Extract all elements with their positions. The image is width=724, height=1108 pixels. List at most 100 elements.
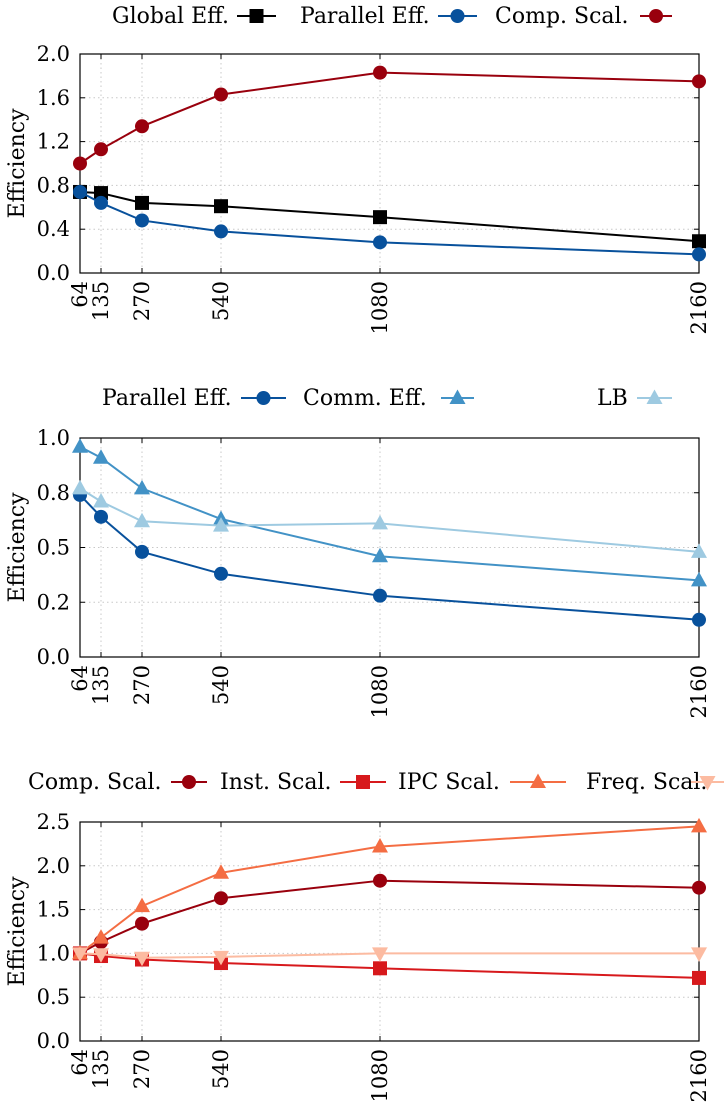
data-point (373, 961, 387, 976)
data-point (692, 74, 706, 89)
data-point (134, 951, 150, 967)
legend-marker (530, 773, 546, 788)
data-point (135, 213, 149, 228)
y-tick-label: 0.0 (37, 1029, 70, 1053)
data-point (94, 186, 108, 201)
series-comm-eff (72, 438, 707, 587)
data-point (94, 195, 108, 210)
legend-label: IPC Scal. (398, 770, 500, 795)
x-tick-label: 2160 (687, 281, 711, 334)
legend-label: Parallel Eff. (300, 4, 430, 29)
series-ipc-scal (72, 817, 707, 960)
legend-marker (449, 389, 466, 404)
plot-frame (79, 53, 700, 274)
data-point (135, 195, 149, 210)
data-point (214, 87, 228, 102)
legend-label: Comm. Eff. (303, 386, 427, 411)
legend-marker (249, 9, 264, 23)
data-point (94, 509, 108, 524)
series-parallel-eff (73, 184, 706, 262)
data-point (93, 449, 109, 464)
x-tick-label: 64 (68, 665, 92, 692)
data-point (135, 916, 149, 931)
data-point (135, 119, 149, 134)
legend-label: LB (597, 386, 628, 411)
data-point (213, 950, 229, 966)
legend-marker (699, 776, 716, 791)
y-axis-label: Efficiency (5, 492, 30, 603)
y-tick-label: 1.0 (37, 426, 70, 450)
x-tick-label: 540 (209, 1049, 233, 1089)
data-point (373, 588, 387, 603)
data-point (691, 571, 707, 587)
series-line (79, 487, 700, 553)
data-point (214, 199, 228, 214)
data-point (692, 612, 706, 627)
data-point (373, 873, 387, 888)
series-line (79, 71, 700, 165)
legend-marker (356, 775, 370, 789)
y-tick-label: 0.0 (37, 645, 70, 669)
legend-label: Parallel Eff. (102, 386, 232, 411)
y-tick-label: 0.8 (37, 481, 70, 505)
data-point (372, 547, 388, 563)
data-point (72, 479, 88, 495)
data-point (214, 566, 228, 581)
data-point (214, 891, 228, 906)
plot-frame (79, 437, 700, 658)
y-tick-label: 0.5 (37, 536, 70, 560)
data-point (213, 517, 229, 532)
y-tick-label: 0.2 (37, 590, 70, 614)
series-line (79, 825, 700, 955)
data-point (134, 479, 150, 495)
x-tick-label: 540 (209, 281, 233, 321)
x-tick-label: 2160 (687, 1049, 711, 1102)
x-tick-label: 540 (209, 665, 233, 705)
y-tick-label: 1.2 (37, 130, 70, 154)
data-point (72, 947, 88, 962)
y-axis-label: Efficiency (5, 876, 30, 987)
y-tick-label: 2.0 (37, 42, 70, 66)
data-point (93, 929, 109, 944)
data-point (72, 438, 88, 453)
y-tick-label: 0.5 (37, 985, 70, 1009)
x-tick-label: 270 (130, 665, 154, 705)
legend-label: Freq. Scal. (586, 770, 707, 795)
data-point (691, 543, 707, 558)
series-lb (72, 479, 707, 558)
y-tick-label: 2.5 (37, 810, 70, 834)
data-point (73, 156, 87, 171)
x-tick-label: 270 (130, 1049, 154, 1089)
y-tick-label: 0.0 (37, 261, 70, 285)
y-tick-label: 1.5 (37, 898, 70, 922)
data-point (691, 947, 707, 962)
series-global-eff (73, 184, 706, 249)
y-tick-label: 2.0 (37, 854, 70, 878)
data-point (93, 493, 109, 508)
data-point (372, 838, 388, 853)
series-comp-scal (73, 65, 706, 171)
legend-marker (182, 775, 196, 789)
data-point (373, 210, 387, 225)
data-point (691, 817, 707, 833)
data-point (73, 184, 87, 199)
y-tick-label: 0.4 (37, 217, 70, 241)
data-point (372, 947, 388, 962)
data-point (692, 234, 706, 249)
data-point (134, 897, 150, 913)
series-line (79, 191, 700, 256)
data-point (213, 864, 229, 879)
legend-label: Inst. Scal. (220, 770, 332, 795)
legend-label: Comp. Scal. (28, 770, 162, 795)
x-tick-label: 2160 (687, 665, 711, 718)
series-parallel-eff (73, 487, 706, 627)
legend-marker (646, 389, 663, 404)
data-point (373, 235, 387, 250)
series-comp-scal (73, 873, 706, 961)
plot-frame (79, 821, 700, 1042)
data-point (214, 224, 228, 239)
